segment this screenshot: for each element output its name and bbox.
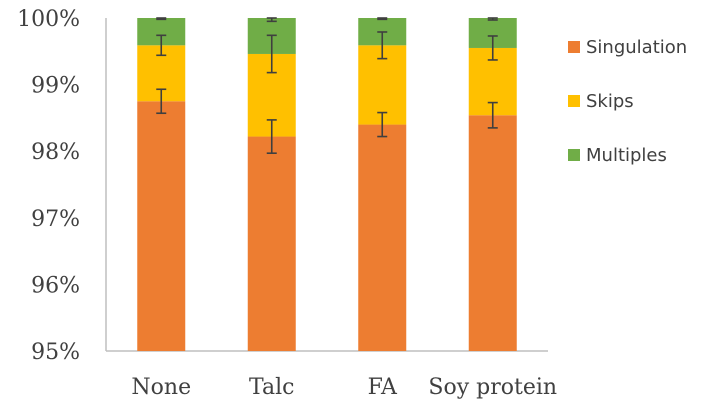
legend-swatch (568, 41, 580, 53)
error-bar (487, 101, 498, 129)
legend-swatch (568, 149, 580, 161)
legend-item-singulation: Singulation (568, 37, 687, 58)
y-tick-label: 99% (31, 74, 80, 99)
error-bar (487, 17, 498, 21)
x-tick-label: FA (368, 375, 398, 400)
error-bar (156, 34, 167, 57)
legend-item-skips: Skips (568, 91, 634, 112)
y-tick-label: 100% (17, 7, 80, 32)
legend-swatch (568, 95, 580, 107)
error-bar (377, 31, 388, 60)
bar-segment-singulation (468, 115, 517, 352)
error-bar (266, 119, 277, 154)
y-tick-label: 95% (31, 340, 80, 365)
legend-label: Singulation (586, 37, 687, 58)
error-bar (156, 17, 167, 21)
legend-item-multiples: Multiples (568, 145, 667, 166)
bar-segment-singulation (358, 124, 407, 351)
error-bar (266, 34, 277, 74)
y-tick-label: 97% (31, 207, 80, 232)
x-tick-label: None (131, 375, 191, 400)
error-bar (487, 35, 498, 61)
error-bar (156, 88, 167, 115)
legend-label: Skips (586, 91, 634, 112)
bar-segment-singulation (247, 136, 296, 351)
x-tick-label: Soy protein (428, 375, 557, 400)
error-bar (377, 111, 388, 138)
error-bar (266, 17, 277, 23)
error-bar (377, 17, 388, 21)
y-tick-label: 96% (31, 273, 80, 298)
x-tick-label: Talc (249, 375, 294, 400)
y-tick-label: 98% (31, 140, 80, 165)
legend-label: Multiples (586, 145, 667, 166)
bar-segment-singulation (137, 101, 186, 351)
